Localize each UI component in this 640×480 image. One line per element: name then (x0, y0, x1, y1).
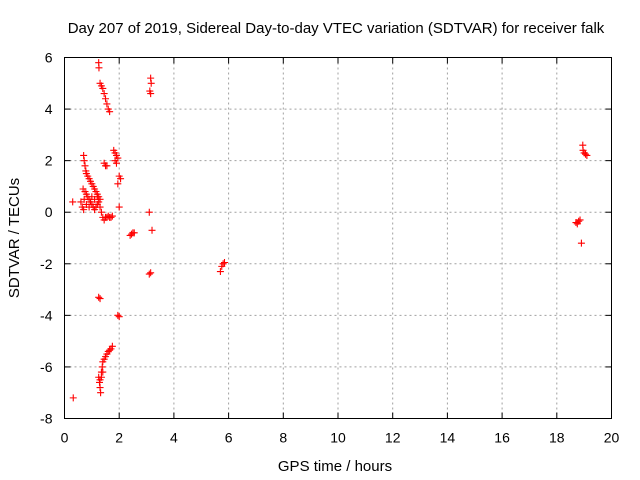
x-tick-label: 20 (604, 430, 620, 446)
x-tick-label: 2 (115, 430, 123, 446)
data-point (115, 313, 123, 321)
y-axis-label: SDTVAR / TECUs (6, 178, 23, 298)
y-tick-label: 4 (45, 101, 53, 117)
data-point (115, 203, 123, 211)
data-point (69, 198, 77, 206)
x-tick-label: 16 (494, 430, 510, 446)
chart-title: Day 207 of 2019, Sidereal Day-to-day VTE… (68, 20, 605, 37)
data-points (69, 59, 591, 402)
data-point (112, 159, 120, 167)
y-tick-label: 6 (45, 50, 53, 66)
data-point (220, 258, 228, 266)
data-point (577, 239, 585, 247)
data-point (106, 346, 114, 354)
x-tick-label: 12 (385, 430, 401, 446)
data-point (99, 368, 107, 376)
data-point (106, 108, 114, 116)
y-tick-label: -2 (40, 256, 53, 272)
data-point (114, 180, 122, 188)
data-point (97, 208, 105, 216)
x-tick-label: 0 (61, 430, 69, 446)
x-tick-label: 14 (440, 430, 456, 446)
x-tick-label: 18 (549, 430, 565, 446)
data-point (148, 226, 156, 234)
data-point (147, 79, 155, 87)
data-point (576, 216, 584, 224)
data-point (216, 268, 224, 276)
x-axis-label: GPS time / hours (278, 458, 392, 475)
data-point (100, 90, 108, 98)
axis-ticks: 0 2 4 6 8 10 12 14 16 18 20 -8 -6 -4 -2 0 2 4 6 (40, 50, 619, 446)
data-point (108, 212, 116, 220)
data-point (117, 175, 125, 183)
data-point (145, 270, 153, 278)
data-point (69, 394, 77, 402)
y-tick-label: -6 (40, 359, 53, 375)
data-point (95, 293, 103, 301)
data-point (583, 151, 591, 159)
x-tick-label: 10 (330, 430, 346, 446)
data-point (147, 269, 155, 277)
data-point (99, 84, 107, 92)
data-point (219, 260, 227, 268)
data-point (102, 95, 110, 103)
data-point (80, 157, 88, 165)
x-tick-label: 6 (225, 430, 233, 446)
data-point (96, 295, 104, 303)
data-point (81, 162, 89, 170)
data-point (80, 206, 88, 214)
data-point (145, 208, 153, 216)
data-point (103, 100, 111, 108)
data-point (130, 229, 138, 237)
data-point (147, 90, 155, 98)
y-tick-label: 0 (45, 204, 53, 220)
y-tick-label: -4 (40, 307, 53, 323)
x-tick-label: 4 (170, 430, 178, 446)
y-tick-label: 2 (45, 153, 53, 169)
data-point (114, 311, 122, 319)
data-point (103, 162, 111, 170)
data-point (97, 373, 105, 381)
data-point (97, 389, 105, 397)
grid (64, 57, 612, 419)
data-point (95, 193, 103, 201)
data-point (582, 150, 590, 158)
data-point (96, 203, 104, 211)
data-point (575, 217, 583, 225)
data-point (108, 342, 116, 350)
data-point (85, 203, 93, 211)
x-tick-label: 8 (279, 430, 287, 446)
data-point (107, 213, 115, 221)
y-tick-label: -8 (40, 411, 53, 427)
data-point (95, 64, 103, 72)
